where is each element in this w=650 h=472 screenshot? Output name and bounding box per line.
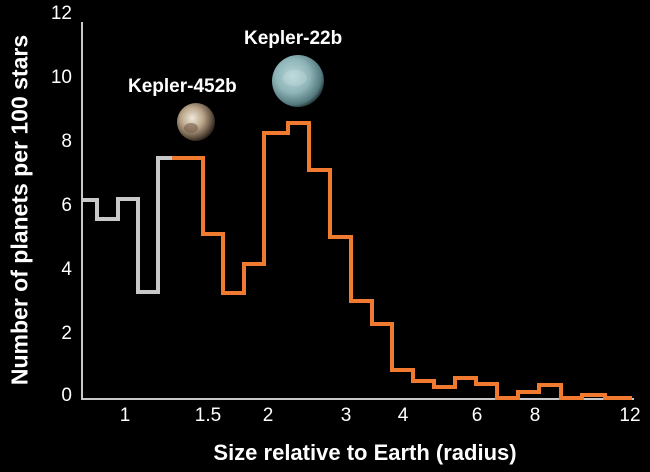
x-tick-1-5: 1.5 [194,405,222,426]
y-tick-10: 10 [50,67,72,88]
y-tick-8: 8 [61,131,72,152]
planet-kepler-452b-image [177,103,215,141]
y-axis-label: Number of planets per 100 stars [6,34,33,386]
planet-kepler-22b-image [272,55,324,107]
x-tick-2: 2 [262,405,274,426]
planet-kepler-22b-surface-detail [283,70,307,86]
x-axis-label: Size relative to Earth (radius) [213,440,517,465]
kepler-22b-label: Kepler-22b [244,28,343,49]
x-tick-6: 6 [471,405,483,426]
y-tick-12: 12 [50,3,72,24]
x-tick-8: 8 [529,405,541,426]
gray-step-series [82,156,172,294]
y-tick-4: 4 [61,259,72,280]
y-tick-2: 2 [61,323,72,344]
x-tick-4: 4 [397,405,409,426]
y-axis-label-container: Number of planets per 100 stars [0,0,40,400]
x-tick-3: 3 [340,405,352,426]
y-tick-0: 0 [61,385,72,406]
orange-step-series [172,121,632,400]
y-tick-6: 6 [61,195,72,216]
kepler-452b-label: Kepler-452b [128,76,237,97]
x-tick-1: 1 [119,405,131,426]
x-tick-12: 12 [619,405,641,426]
planet-kepler-452b-surface-detail [184,123,198,133]
